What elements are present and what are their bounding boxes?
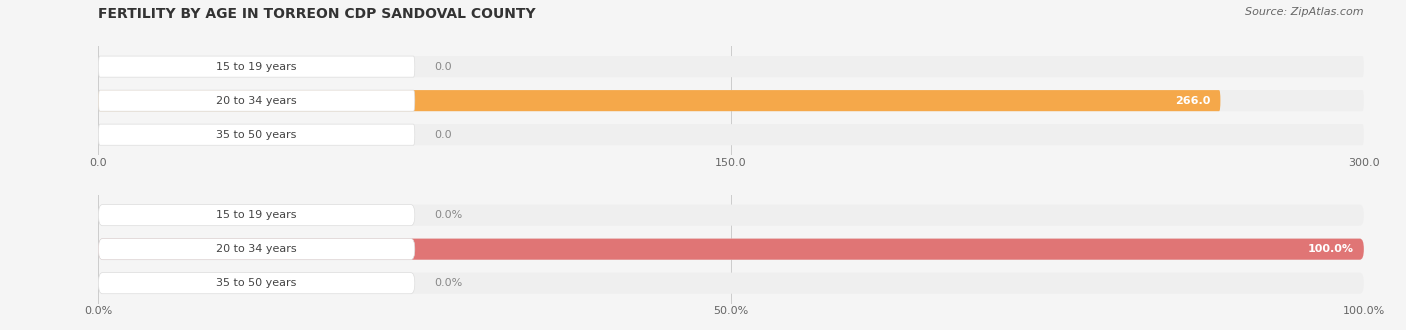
FancyBboxPatch shape bbox=[98, 273, 415, 294]
Text: 35 to 50 years: 35 to 50 years bbox=[217, 130, 297, 140]
Text: 20 to 34 years: 20 to 34 years bbox=[217, 96, 297, 106]
Text: 0.0: 0.0 bbox=[434, 130, 451, 140]
FancyBboxPatch shape bbox=[98, 124, 1364, 145]
Text: FERTILITY BY AGE IN TORREON CDP SANDOVAL COUNTY: FERTILITY BY AGE IN TORREON CDP SANDOVAL… bbox=[98, 7, 536, 20]
Text: 0.0%: 0.0% bbox=[433, 210, 463, 220]
Text: 15 to 19 years: 15 to 19 years bbox=[217, 62, 297, 72]
Text: 100.0%: 100.0% bbox=[1308, 244, 1354, 254]
FancyBboxPatch shape bbox=[98, 205, 415, 226]
Text: 35 to 50 years: 35 to 50 years bbox=[217, 278, 297, 288]
FancyBboxPatch shape bbox=[98, 56, 415, 77]
Text: 20 to 34 years: 20 to 34 years bbox=[217, 244, 297, 254]
Text: 266.0: 266.0 bbox=[1175, 96, 1211, 106]
FancyBboxPatch shape bbox=[98, 239, 1364, 260]
FancyBboxPatch shape bbox=[98, 239, 415, 260]
FancyBboxPatch shape bbox=[98, 124, 415, 145]
FancyBboxPatch shape bbox=[98, 56, 1364, 77]
FancyBboxPatch shape bbox=[98, 273, 1364, 294]
FancyBboxPatch shape bbox=[98, 239, 1364, 260]
Text: Source: ZipAtlas.com: Source: ZipAtlas.com bbox=[1246, 7, 1364, 16]
FancyBboxPatch shape bbox=[98, 90, 415, 111]
Text: 0.0%: 0.0% bbox=[433, 278, 463, 288]
Text: 0.0: 0.0 bbox=[434, 62, 451, 72]
Text: 15 to 19 years: 15 to 19 years bbox=[217, 210, 297, 220]
FancyBboxPatch shape bbox=[98, 90, 1364, 111]
FancyBboxPatch shape bbox=[98, 205, 1364, 226]
FancyBboxPatch shape bbox=[98, 90, 1220, 111]
